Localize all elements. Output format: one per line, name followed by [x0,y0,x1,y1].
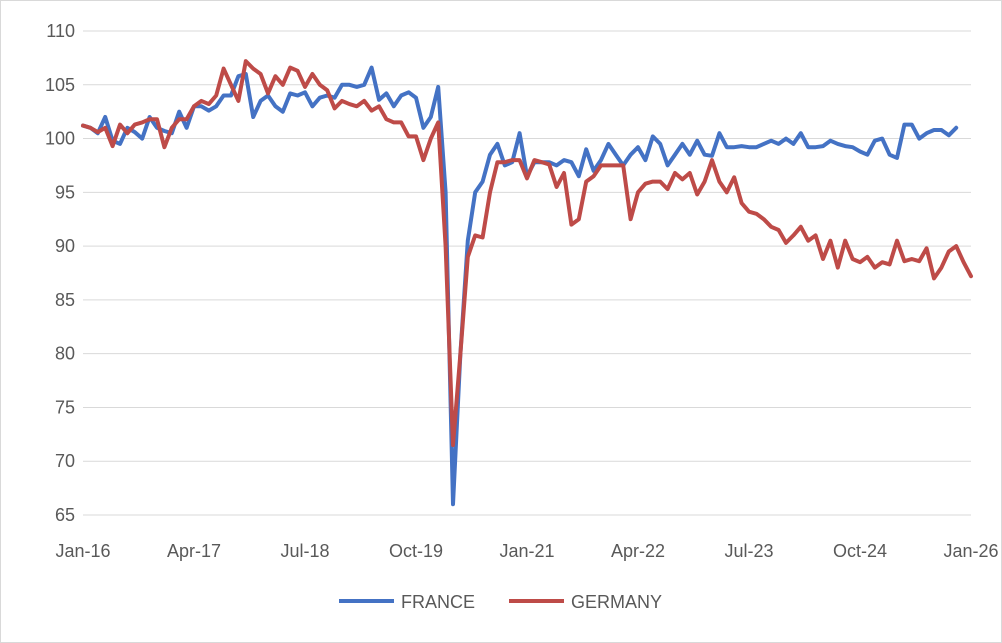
y-axis-ticks: 65 70 75 80 85 90 95 100 105 110 [45,21,75,525]
legend-label-france: FRANCE [401,592,475,612]
x-tick-label: Oct-24 [833,541,887,561]
series-line-france [81,65,959,507]
y-tick-label: 70 [55,451,75,471]
y-tick-label: 105 [45,75,75,95]
y-tick-label: 75 [55,397,75,417]
series-line-germany [81,59,973,448]
x-tick-label: Jul-18 [280,541,329,561]
series-lines [81,59,973,507]
y-tick-label: 110 [46,21,75,41]
x-tick-label: Jan-26 [943,541,998,561]
y-tick-label: 85 [55,290,75,310]
x-tick-label: Oct-19 [389,541,443,561]
legend: FRANCE GERMANY [339,592,662,612]
legend-label-germany: GERMANY [571,592,662,612]
y-tick-label: 100 [45,129,75,149]
gridlines [83,30,971,516]
x-tick-label: Jan-21 [499,541,554,561]
y-tick-label: 65 [55,505,75,525]
y-tick-label: 95 [55,182,75,202]
x-axis-ticks: Jan-16 Apr-17 Jul-18 Oct-19 Jan-21 Apr-22 Jul-… [55,541,998,561]
x-tick-label: Jan-16 [55,541,110,561]
y-tick-label: 80 [55,344,75,364]
x-tick-label: Apr-22 [611,541,665,561]
x-tick-label: Apr-17 [167,541,221,561]
y-tick-label: 90 [55,236,75,256]
x-tick-label: Jul-23 [724,541,773,561]
